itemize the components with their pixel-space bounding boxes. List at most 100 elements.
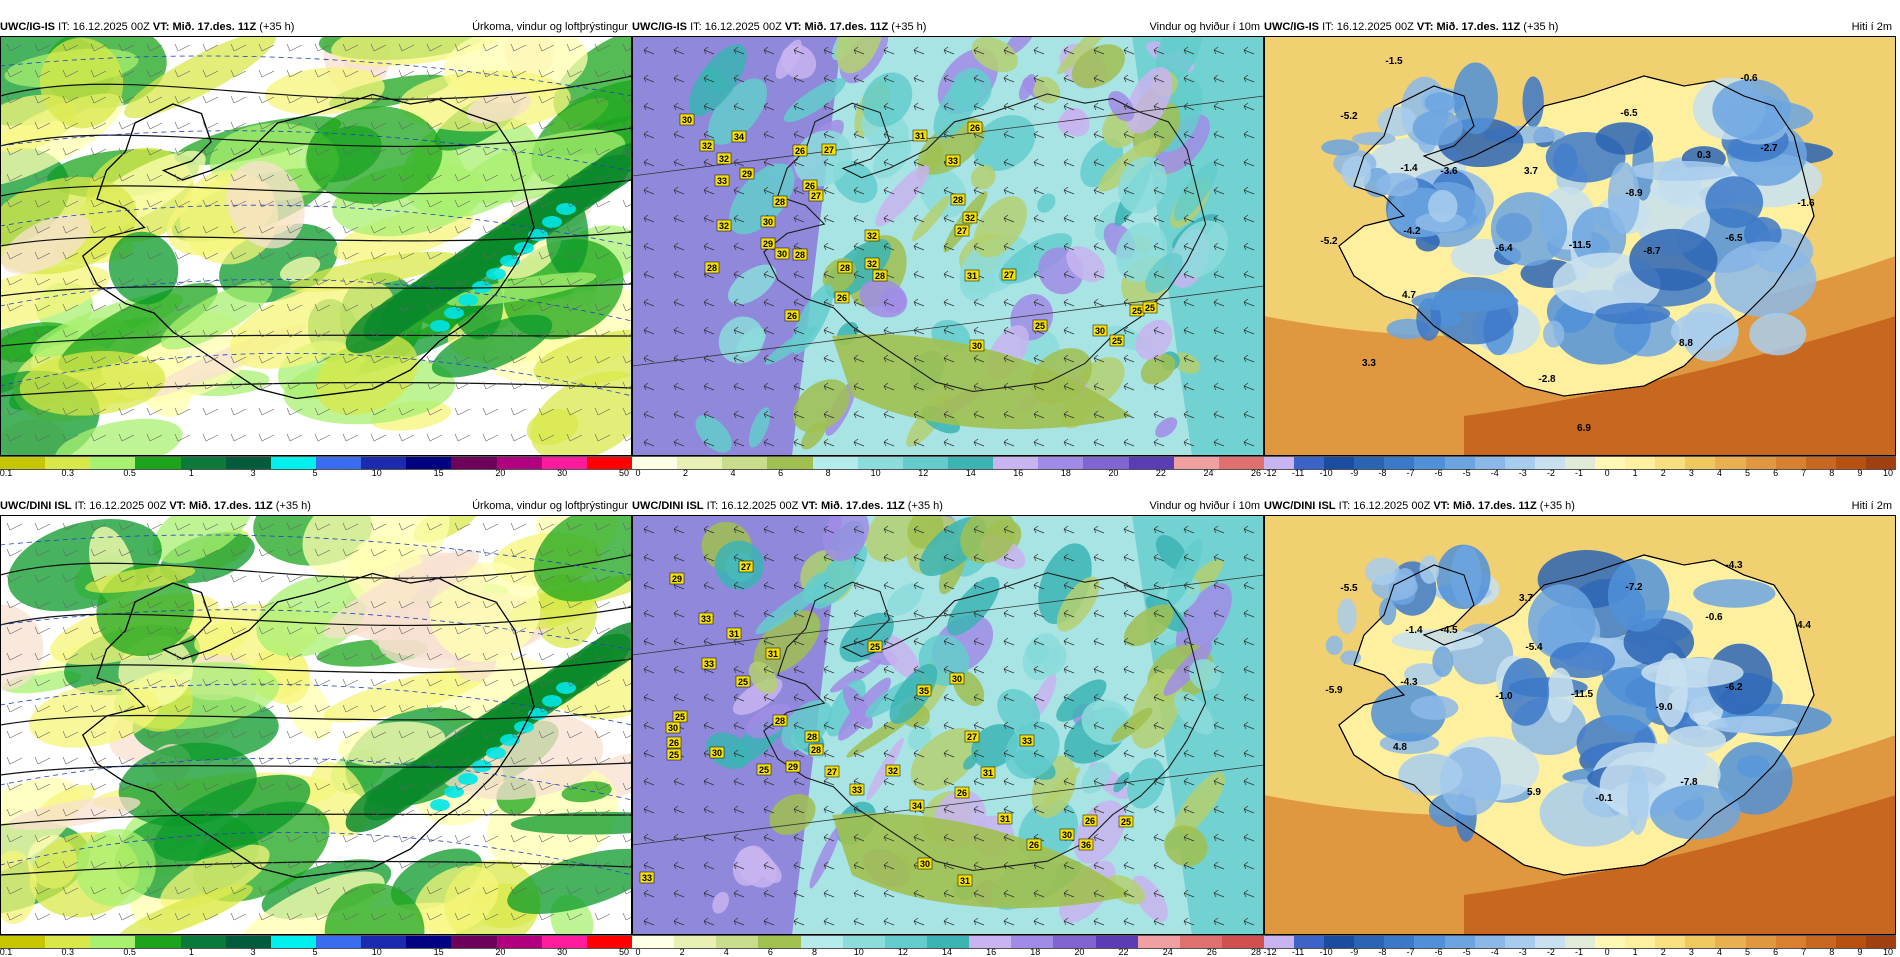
gust-value-label: 32	[864, 257, 880, 270]
gust-value-label: 28	[872, 269, 888, 282]
colorbar-swatch	[1715, 457, 1746, 469]
colorbar-swatch	[1564, 936, 1596, 948]
gust-value-text: 31	[768, 649, 778, 659]
colorbar-swatch	[1264, 457, 1295, 469]
gust-value-text: 28	[775, 197, 785, 207]
gust-value-text: 26	[1085, 816, 1095, 826]
temperature-value-label: -11.5	[1569, 240, 1592, 251]
gust-value-text: 30	[972, 341, 982, 351]
panel-header: UWC/IG-IS IT: 16.12.2025 00Z VT: Mið. 17…	[632, 18, 1264, 36]
colorbar-tick-label: 50	[618, 947, 630, 957]
colorbar-swatch	[1218, 457, 1264, 469]
wind-field	[632, 36, 1264, 456]
temperature-value-label: -2.8	[1538, 374, 1556, 385]
colorbar-swatches	[1264, 935, 1896, 949]
gust-value-label: 28	[772, 714, 788, 727]
temperature-value-label: -5.5	[1340, 583, 1358, 594]
colorbar-swatch	[1011, 936, 1054, 948]
temperature-value-label: -5.2	[1340, 111, 1358, 122]
gust-value-label: 26	[967, 121, 983, 134]
colorbar-swatch	[90, 936, 136, 948]
colorbar-tick-label: 16	[1013, 468, 1024, 478]
gust-value-text: 29	[788, 762, 798, 772]
init-time-label: IT:	[706, 500, 719, 512]
temperature-value-label: -3.6	[1440, 166, 1458, 177]
colorbar-swatch	[812, 457, 858, 469]
init-time-label: IT:	[74, 500, 87, 512]
gust-value-text: 30	[920, 859, 930, 869]
temperature-value-label: -6.5	[1725, 233, 1743, 244]
gust-value-text: 32	[888, 766, 898, 776]
gust-value-label: 28	[804, 730, 820, 743]
temperature-value-label: -5.4	[1525, 642, 1543, 653]
colorbar-swatch	[270, 457, 316, 469]
gust-value-label: 26	[834, 291, 850, 304]
colorbar-tick-label: 0	[1604, 468, 1610, 478]
colorbar-swatches	[0, 456, 632, 470]
gust-value-text: 27	[1004, 270, 1014, 280]
gust-value-text: 33	[948, 156, 958, 166]
gust-value-text: 28	[875, 271, 885, 281]
colorbar-swatch	[947, 457, 994, 469]
valid-time-value: Mið. 17.des. 11Z	[1452, 500, 1537, 512]
colorbar-swatch	[800, 936, 843, 948]
colorbar-legend: -12 -11 -10 -9 -8 -7 -6 -5 -4 -3 -2 -1 0 1 2 3 4 5 6 7 8 9 10	[1263, 935, 1896, 957]
temperature-value-label: 3.7	[1524, 166, 1538, 177]
gust-value-text: 36	[1081, 840, 1091, 850]
colorbar-swatch	[361, 936, 407, 948]
gust-value-label: 29	[739, 167, 755, 180]
gust-value-label: 30	[774, 247, 790, 260]
gust-value-label: 25	[1118, 815, 1134, 828]
colorbar-swatch	[1324, 936, 1355, 948]
temperature-value-label: -2.7	[1760, 143, 1778, 154]
temperature-value-label: -6.2	[1725, 682, 1743, 693]
colorbar-tick-label: -4	[1490, 947, 1499, 957]
colorbar-tick-label: 5	[312, 468, 318, 478]
colorbar-tick-label: -9	[1350, 468, 1359, 478]
gust-value-label: 31	[980, 766, 996, 779]
map-canvas: -1.5 -0.6 -5.2 -6.5 -2.7 0.3 -3.6 3.7 -1.6 -1.4 -8…	[1264, 36, 1896, 456]
temperature-value-label: -0.1	[1595, 793, 1613, 804]
temperature-value-label: -5.2	[1320, 236, 1338, 247]
gust-value-label: 33	[849, 783, 865, 796]
gust-value-text: 32	[867, 231, 877, 241]
colorbar-swatch	[135, 457, 181, 469]
temp-field	[1264, 62, 1896, 456]
colorbar-tick-label: 2	[1660, 468, 1666, 478]
colorbar-tick-label: 14	[965, 468, 976, 478]
gust-value-label: 27	[954, 224, 970, 237]
panel-header: UWC/IG-IS IT: 16.12.2025 00Z VT: Mið. 17…	[0, 18, 632, 36]
colorbar-swatch	[1534, 457, 1565, 469]
colorbar-tick-label: 6	[778, 468, 784, 478]
weather-map: -1.5 -0.6 -5.2 -6.5 -2.7 0.3 -3.6 3.7 -1.6 -1.4 -8…	[1264, 36, 1896, 456]
temperature-value-label: -1.5	[1385, 56, 1403, 67]
gust-value-text: 29	[672, 574, 682, 584]
colorbar-swatch	[1655, 457, 1686, 469]
gust-value-label: 31	[765, 647, 781, 660]
gust-value-text: 33	[852, 785, 862, 795]
gust-value-text: 25	[1112, 336, 1122, 346]
gust-value-label: 30	[1059, 828, 1075, 841]
colorbar-swatch	[1294, 457, 1325, 469]
gust-value-label: 26	[784, 309, 800, 322]
gust-value-text: 28	[811, 745, 821, 755]
colorbar-tick-label: 4	[1716, 947, 1722, 957]
temperature-value-label: 5.9	[1527, 787, 1541, 798]
colorbar-tick-label: 8	[812, 947, 818, 957]
gust-value-text: 25	[1145, 303, 1155, 313]
lead-time: (+35 h)	[891, 21, 927, 33]
gust-value-label: 26	[954, 786, 970, 799]
temp-field	[1264, 544, 1896, 935]
gust-value-label: 30	[969, 339, 985, 352]
colorbar-swatch	[674, 936, 717, 948]
gust-value-text: 27	[827, 767, 837, 777]
gust-value-label: 28	[950, 193, 966, 206]
gust-value-text: 29	[742, 169, 752, 179]
colorbar-tick-label: 10	[853, 947, 864, 957]
precip-field	[0, 515, 632, 935]
temperature-value-label: -4.3	[1400, 677, 1418, 688]
temperature-value-label: 3.7	[1519, 593, 1533, 604]
colorbar-tick-label: 6	[1773, 947, 1779, 957]
gust-value-text: 25	[759, 765, 769, 775]
temperature-value-label: -4.3	[1725, 560, 1743, 571]
